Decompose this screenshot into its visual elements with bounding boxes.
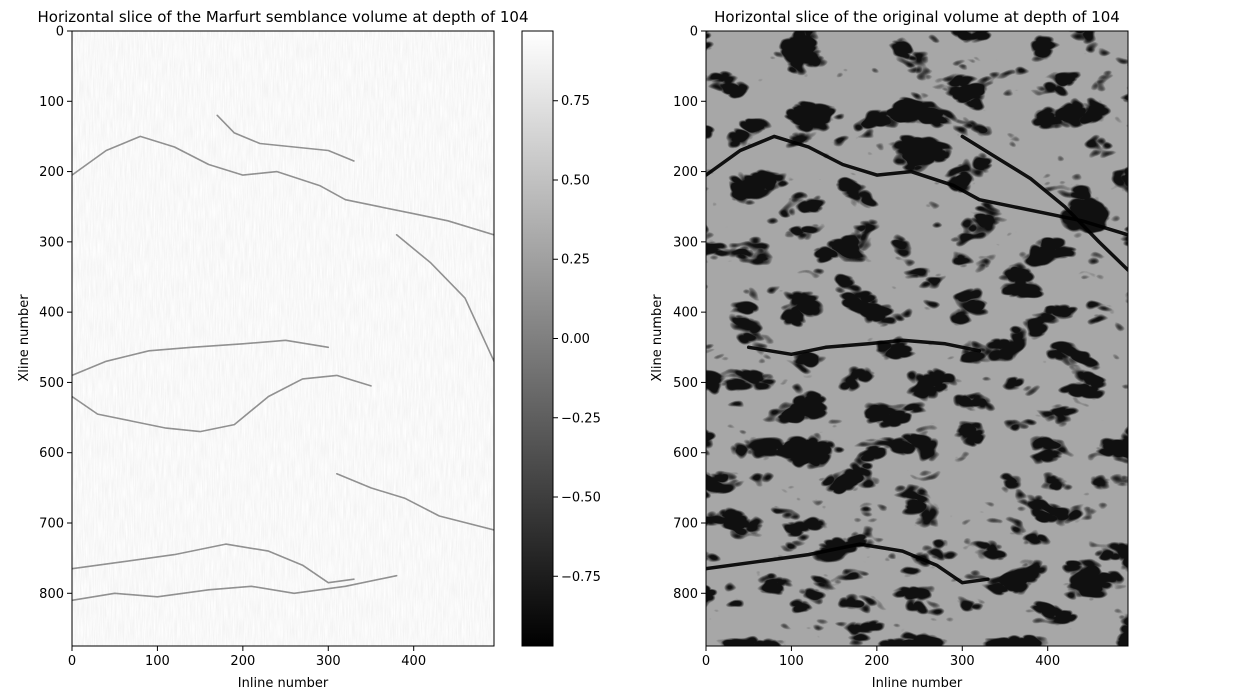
original-y-axis-label: Xline number <box>650 294 665 382</box>
original-y-axis: 0 100 200 300 400 500 600 700 800 <box>673 25 706 602</box>
semblance-panel: Horizontal slice of the Marfurt semblanc… <box>17 8 529 691</box>
original-fault-line <box>746 338 982 357</box>
original-y-tick-label: 600 <box>673 446 698 461</box>
semblance-x-tick-label: 200 <box>230 654 255 669</box>
colorbar-tick-label: −0.50 <box>561 491 601 506</box>
original-plot-frame <box>705 30 1129 647</box>
original-fault-line <box>706 134 1128 237</box>
semblance-y-tick-label: 400 <box>39 306 64 321</box>
original-chart-title: Horizontal slice of the original volume … <box>714 8 1120 26</box>
original-y-tick-label: 500 <box>673 376 698 391</box>
original-y-tick-label: 0 <box>690 25 698 40</box>
original-fault-line <box>960 134 1128 272</box>
original-x-tick-label: 200 <box>864 654 889 669</box>
semblance-y-tick-label: 100 <box>39 95 64 110</box>
semblance-y-tick-label: 700 <box>39 517 64 532</box>
original-x-tick-label: 400 <box>1035 654 1060 669</box>
semblance-x-tick-label: 100 <box>145 654 170 669</box>
semblance-fault-line <box>395 234 494 363</box>
colorbar-tick-label: −0.75 <box>561 570 601 585</box>
original-y-tick-label: 400 <box>673 306 698 321</box>
semblance-y-tick-label: 200 <box>39 165 64 180</box>
semblance-chart-title: Horizontal slice of the Marfurt semblanc… <box>37 8 528 26</box>
original-fault-line <box>706 542 990 585</box>
semblance-x-axis-label: Inline number <box>238 676 329 691</box>
original-x-tick-label: 300 <box>950 654 975 669</box>
original-fault-lines <box>706 134 1128 585</box>
colorbar: 0.75 0.50 0.25 0.00 −0.25 −0.50 −0.75 <box>521 30 601 647</box>
original-x-tick-label: 100 <box>779 654 804 669</box>
original-panel: Horizontal slice of the original volume … <box>650 8 1129 691</box>
semblance-fault-line <box>72 374 372 433</box>
semblance-y-tick-label: 600 <box>39 446 64 461</box>
colorbar-tick-label: 0.00 <box>561 332 590 347</box>
original-y-tick-label: 800 <box>673 587 698 602</box>
semblance-x-tick-label: 400 <box>401 654 426 669</box>
semblance-fault-line <box>216 114 355 162</box>
semblance-fault-line <box>72 135 494 236</box>
original-x-tick-label: 0 <box>702 654 710 669</box>
colorbar-gradient <box>522 31 553 646</box>
original-y-tick-label: 100 <box>673 95 698 110</box>
semblance-x-tick-label: 0 <box>68 654 76 669</box>
semblance-x-axis: 0 100 200 300 400 <box>68 646 426 669</box>
semblance-y-tick-label: 0 <box>56 25 64 40</box>
colorbar-tick-label: 0.75 <box>561 94 590 109</box>
semblance-fault-line <box>72 574 398 602</box>
semblance-y-tick-label: 800 <box>39 587 64 602</box>
semblance-y-tick-label: 300 <box>39 235 64 250</box>
semblance-fault-line <box>72 543 355 584</box>
colorbar-tick-label: 0.25 <box>561 253 590 268</box>
semblance-plot-frame <box>71 30 495 647</box>
semblance-x-tick-label: 300 <box>316 654 341 669</box>
semblance-y-tick-label: 500 <box>39 376 64 391</box>
original-y-tick-label: 700 <box>673 517 698 532</box>
original-y-tick-label: 300 <box>673 235 698 250</box>
semblance-fault-line <box>336 473 494 531</box>
original-y-tick-label: 200 <box>673 165 698 180</box>
colorbar-tick-label: 0.50 <box>561 173 590 188</box>
semblance-y-axis-label: Xline number <box>17 294 32 382</box>
original-x-axis: 0 100 200 300 400 <box>702 646 1060 669</box>
semblance-y-axis: 0 100 200 300 400 500 600 700 800 <box>39 25 72 602</box>
colorbar-ticks: 0.75 0.50 0.25 0.00 −0.25 −0.50 −0.75 <box>553 94 601 585</box>
semblance-fault-line <box>72 339 330 377</box>
original-x-axis-label: Inline number <box>872 676 963 691</box>
semblance-fault-lines <box>72 114 494 602</box>
colorbar-tick-label: −0.25 <box>561 411 601 426</box>
